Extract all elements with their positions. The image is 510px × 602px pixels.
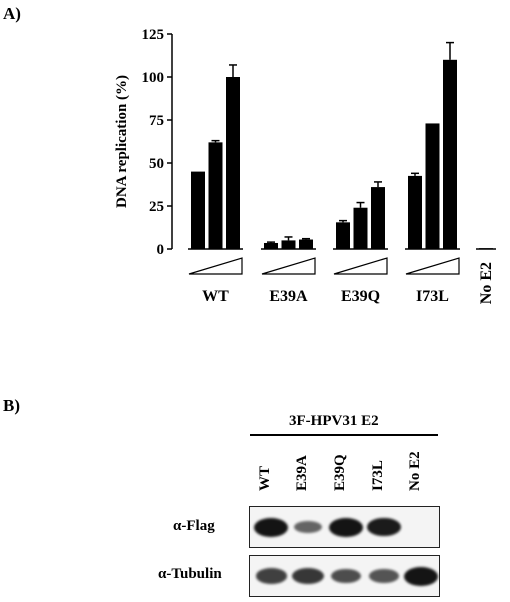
blot-band bbox=[255, 568, 287, 584]
dose-triangle bbox=[405, 257, 460, 275]
lane-label: WT bbox=[257, 465, 273, 491]
y-axis-label: DNA replication (%) bbox=[114, 75, 130, 208]
y-tick-label: 125 bbox=[142, 27, 165, 43]
group-label: E39A bbox=[269, 288, 308, 305]
group-label: I73L bbox=[416, 288, 449, 305]
blot-band bbox=[331, 568, 361, 584]
blot-band bbox=[293, 520, 323, 534]
lane-label: I73L bbox=[370, 460, 386, 491]
panel-a-label: A) bbox=[3, 4, 21, 23]
tubulin-row-label: α-Tubulin bbox=[158, 566, 222, 582]
blot-title-underline bbox=[250, 434, 438, 436]
bar bbox=[425, 123, 440, 249]
lane-label: No E2 bbox=[407, 451, 423, 491]
bar bbox=[371, 187, 385, 249]
group-label: WT bbox=[202, 288, 229, 305]
flag-blot bbox=[249, 506, 440, 548]
blot-title: 3F-HPV31 E2 bbox=[289, 413, 379, 429]
bar bbox=[353, 207, 368, 249]
y-tick-label: 75 bbox=[149, 113, 164, 129]
group-label: No E2 bbox=[478, 262, 495, 304]
group-label: E39Q bbox=[341, 288, 380, 305]
bar bbox=[336, 222, 350, 249]
tubulin-blot bbox=[249, 555, 440, 597]
bar bbox=[443, 59, 457, 249]
blot-band bbox=[292, 568, 324, 584]
dose-triangle bbox=[188, 257, 243, 275]
dose-triangle bbox=[333, 257, 388, 275]
y-tick-label: 25 bbox=[149, 199, 164, 215]
bar bbox=[281, 240, 296, 249]
flag-row-label: α-Flag bbox=[173, 518, 215, 534]
bar bbox=[191, 171, 205, 249]
lane-label: E39A bbox=[294, 455, 310, 491]
bar bbox=[408, 175, 422, 249]
bar-chart: 0 25 50 75 100 125 DNA replication (%) WT E39A E3… bbox=[114, 27, 496, 305]
blot-band bbox=[404, 566, 438, 586]
bar bbox=[299, 239, 313, 249]
dose-triangle bbox=[261, 257, 316, 275]
y-tick-label: 0 bbox=[157, 242, 165, 258]
y-tick-label: 100 bbox=[142, 70, 165, 86]
panel-b-label: B) bbox=[3, 396, 20, 415]
y-tick-label: 50 bbox=[149, 156, 164, 172]
blot-band bbox=[254, 517, 288, 537]
bar bbox=[208, 142, 223, 249]
bar bbox=[226, 77, 240, 249]
blot-band bbox=[367, 517, 401, 537]
blot-band bbox=[369, 569, 399, 583]
lane-label: E39Q bbox=[332, 454, 348, 491]
blot-band bbox=[329, 517, 363, 537]
bar bbox=[264, 242, 278, 249]
